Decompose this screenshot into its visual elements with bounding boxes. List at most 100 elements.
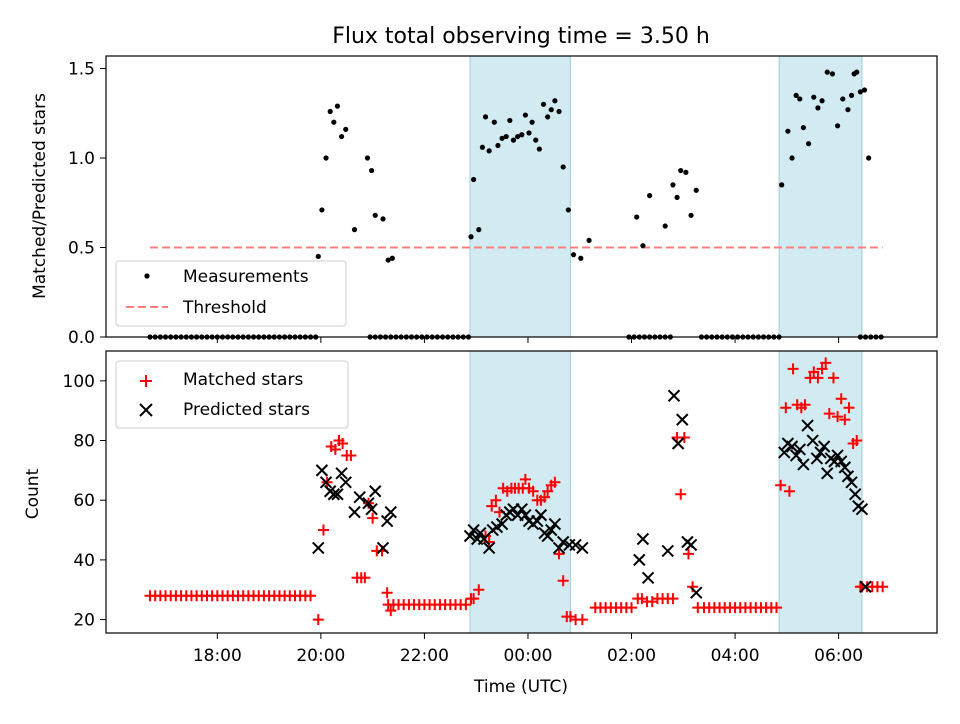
top-panel: 0.0 0.5 1.0 1.5 Matched/Predicted stars Mea…: [30, 55, 938, 348]
measurement-point: [476, 227, 482, 233]
matched-star-marker: [549, 476, 561, 488]
predicted-star-marker: [831, 449, 844, 462]
predicted-star-marker: [369, 485, 382, 498]
top-y-tick-label: 1.5: [68, 60, 95, 80]
predicted-star-marker: [376, 541, 390, 555]
matched-star-marker: [312, 614, 324, 626]
bottom-legend-box: [115, 360, 349, 429]
predicted-star-marker: [548, 517, 562, 531]
matched-star-marker: [827, 372, 839, 384]
measurement-point: [854, 69, 860, 75]
measurement-point: [482, 114, 489, 120]
measurement-point: [486, 148, 492, 154]
measurement-point: [815, 105, 821, 111]
legend-matched-marker: [140, 375, 152, 387]
predicted-star-marker: [817, 440, 831, 453]
measurement-point: [683, 169, 689, 175]
x-tick-label: 18:00: [193, 646, 242, 666]
top-y-axis-label: Matched/Predicted stars: [30, 93, 50, 299]
matched-star-marker: [808, 366, 820, 378]
measurement-point: [369, 167, 375, 174]
measurement-point: [789, 155, 795, 161]
measurement-point: [503, 133, 509, 140]
predicted-star-marker: [353, 491, 366, 504]
measurement-point: [861, 87, 868, 93]
predicted-star-marker: [331, 488, 344, 501]
measurement-point: [522, 112, 528, 118]
top-shaded-span: [778, 55, 863, 338]
measurement-point: [819, 98, 825, 104]
predicted-star-marker: [380, 514, 394, 528]
measurement-point: [351, 227, 358, 233]
predicted-star-marker: [835, 455, 848, 468]
predicted-star-marker: [495, 517, 509, 531]
predicted-star-marker: [814, 446, 827, 459]
predicted-star-marker: [576, 541, 589, 555]
matched-star-marker: [483, 536, 495, 548]
measurement-point: [670, 182, 676, 188]
predicted-star-marker: [838, 461, 852, 474]
predicted-star-marker: [515, 502, 528, 516]
measurement-point: [560, 164, 566, 170]
matched-star-marker: [305, 590, 317, 602]
matched-star-marker: [381, 587, 393, 599]
matched-star-marker: [359, 572, 371, 584]
measurement-point: [479, 144, 486, 150]
chart-title: Flux total observing time = 3.50 h: [332, 24, 710, 49]
predicted-star-marker: [327, 488, 341, 501]
predicted-star-marker: [552, 541, 566, 555]
legend-predicted-marker: [139, 403, 153, 417]
measurement-point: [578, 255, 584, 261]
matched-star-marker: [317, 524, 329, 536]
measurement-point: [834, 123, 841, 129]
matched-star-marker: [678, 432, 690, 444]
matched-star-marker: [812, 372, 824, 384]
matched-star-marker: [527, 485, 539, 497]
x-tick-label: 22:00: [400, 646, 449, 666]
bottom-y-tick-label: 40: [73, 551, 95, 571]
predicted-star-marker: [541, 529, 554, 543]
matched-star-marker: [783, 485, 795, 497]
top-shaded-span: [469, 55, 571, 338]
predicted-star-marker: [785, 440, 799, 453]
predicted-star-marker: [641, 571, 655, 585]
matched-star-marker: [667, 593, 679, 605]
measurement-point: [662, 223, 668, 229]
matched-star-marker: [486, 500, 498, 512]
measurement-point: [848, 92, 855, 98]
matched-star-marker: [385, 605, 397, 617]
measurement-point: [385, 257, 391, 263]
measurement-point: [674, 194, 680, 200]
predicted-star-marker: [569, 538, 582, 552]
top-axes-frame: [105, 55, 938, 338]
matched-star-marker: [835, 393, 847, 405]
predicted-star-marker: [633, 553, 646, 567]
measurement-point: [548, 107, 554, 113]
matched-star-marker: [787, 363, 799, 375]
predicted-star-marker: [797, 458, 810, 471]
bottom-legend: Matched stars Predicted stars: [115, 360, 349, 429]
measurement-point: [785, 128, 791, 134]
predicted-star-marker: [855, 502, 869, 516]
predicted-star-marker: [821, 467, 834, 480]
predicted-star-marker: [474, 526, 487, 540]
legend-measurements-marker: [144, 273, 150, 279]
measurement-point: [529, 119, 535, 125]
predicted-star-marker: [531, 514, 544, 528]
measurement-point: [338, 133, 345, 140]
legend-threshold-label: Threshold: [182, 298, 267, 318]
matched-star-marker: [775, 479, 787, 491]
measurement-point: [857, 89, 863, 95]
predicted-star-marker: [534, 508, 548, 522]
measurement-point: [495, 142, 501, 149]
measurement-point: [845, 107, 851, 113]
matched-star-marker: [519, 473, 531, 485]
predicted-star-marker: [661, 544, 674, 558]
predicted-star-marker: [848, 488, 862, 501]
measurement-point: [526, 130, 532, 136]
matched-star-marker: [854, 581, 866, 593]
bottom-markers: [144, 357, 889, 626]
measurement-point: [688, 212, 694, 218]
matched-star-marker: [557, 575, 569, 587]
predicted-star-marker: [789, 449, 803, 462]
